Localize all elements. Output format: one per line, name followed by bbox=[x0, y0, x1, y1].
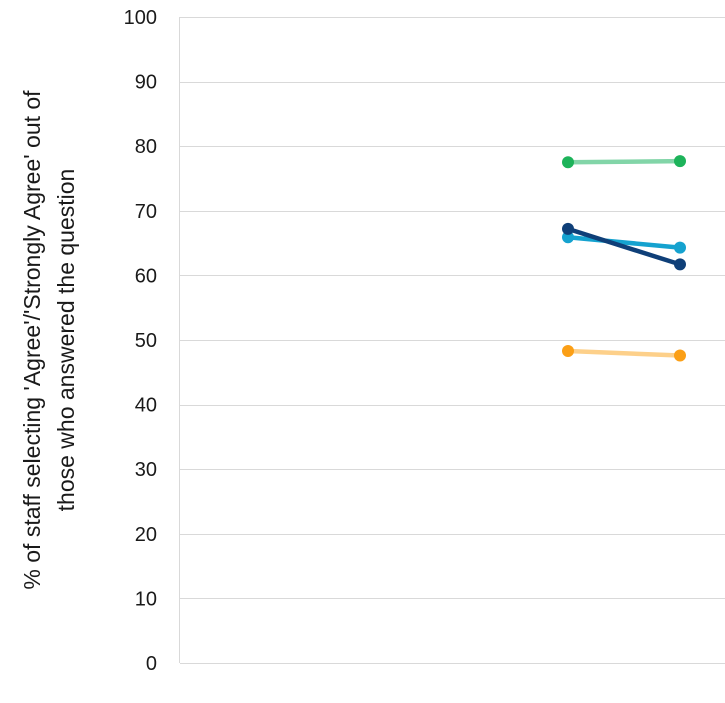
series-4-point-1 bbox=[562, 345, 574, 357]
series-2 bbox=[562, 231, 686, 254]
y-axis-title: % of staff selecting 'Agree'/'Strongly A… bbox=[19, 90, 79, 590]
series-2-line bbox=[565, 235, 683, 250]
series-3-point-1 bbox=[562, 222, 574, 235]
y-tick-label-40: 40 bbox=[135, 395, 157, 417]
series-1-point-2 bbox=[674, 155, 686, 168]
y-tick-label-20: 20 bbox=[135, 524, 157, 546]
series-3-point-2 bbox=[674, 258, 686, 271]
y-axis-title-line2: those who answered the question bbox=[53, 169, 79, 512]
y-axis-ticks: 0 10 20 30 40 50 60 70 80 90 100 bbox=[124, 7, 157, 675]
y-tick-label-90: 90 bbox=[135, 72, 157, 94]
series-1-line bbox=[565, 158, 683, 165]
y-tick-label-70: 70 bbox=[135, 201, 157, 223]
y-tick-label-30: 30 bbox=[135, 459, 157, 481]
y-tick-label-100: 100 bbox=[124, 7, 157, 29]
y-tick-label-80: 80 bbox=[135, 136, 157, 158]
series-2-point-2 bbox=[674, 241, 686, 254]
series-3-line bbox=[565, 226, 683, 267]
gridlines bbox=[180, 17, 725, 664]
y-tick-label-50: 50 bbox=[135, 330, 157, 352]
y-tick-label-0: 0 bbox=[146, 653, 157, 675]
series-4-point-2 bbox=[674, 349, 686, 362]
series-4-line bbox=[565, 348, 683, 358]
series-4 bbox=[562, 345, 686, 362]
series-3 bbox=[562, 222, 686, 271]
series bbox=[562, 155, 686, 362]
y-tick-label-60: 60 bbox=[135, 265, 157, 287]
y-axis-title-line1: % of staff selecting 'Agree'/'Strongly A… bbox=[19, 90, 45, 590]
y-tick-label-10: 10 bbox=[135, 588, 157, 610]
series-1 bbox=[562, 155, 686, 169]
series-1-point-1 bbox=[562, 156, 574, 169]
series-2-point-1 bbox=[562, 231, 574, 244]
